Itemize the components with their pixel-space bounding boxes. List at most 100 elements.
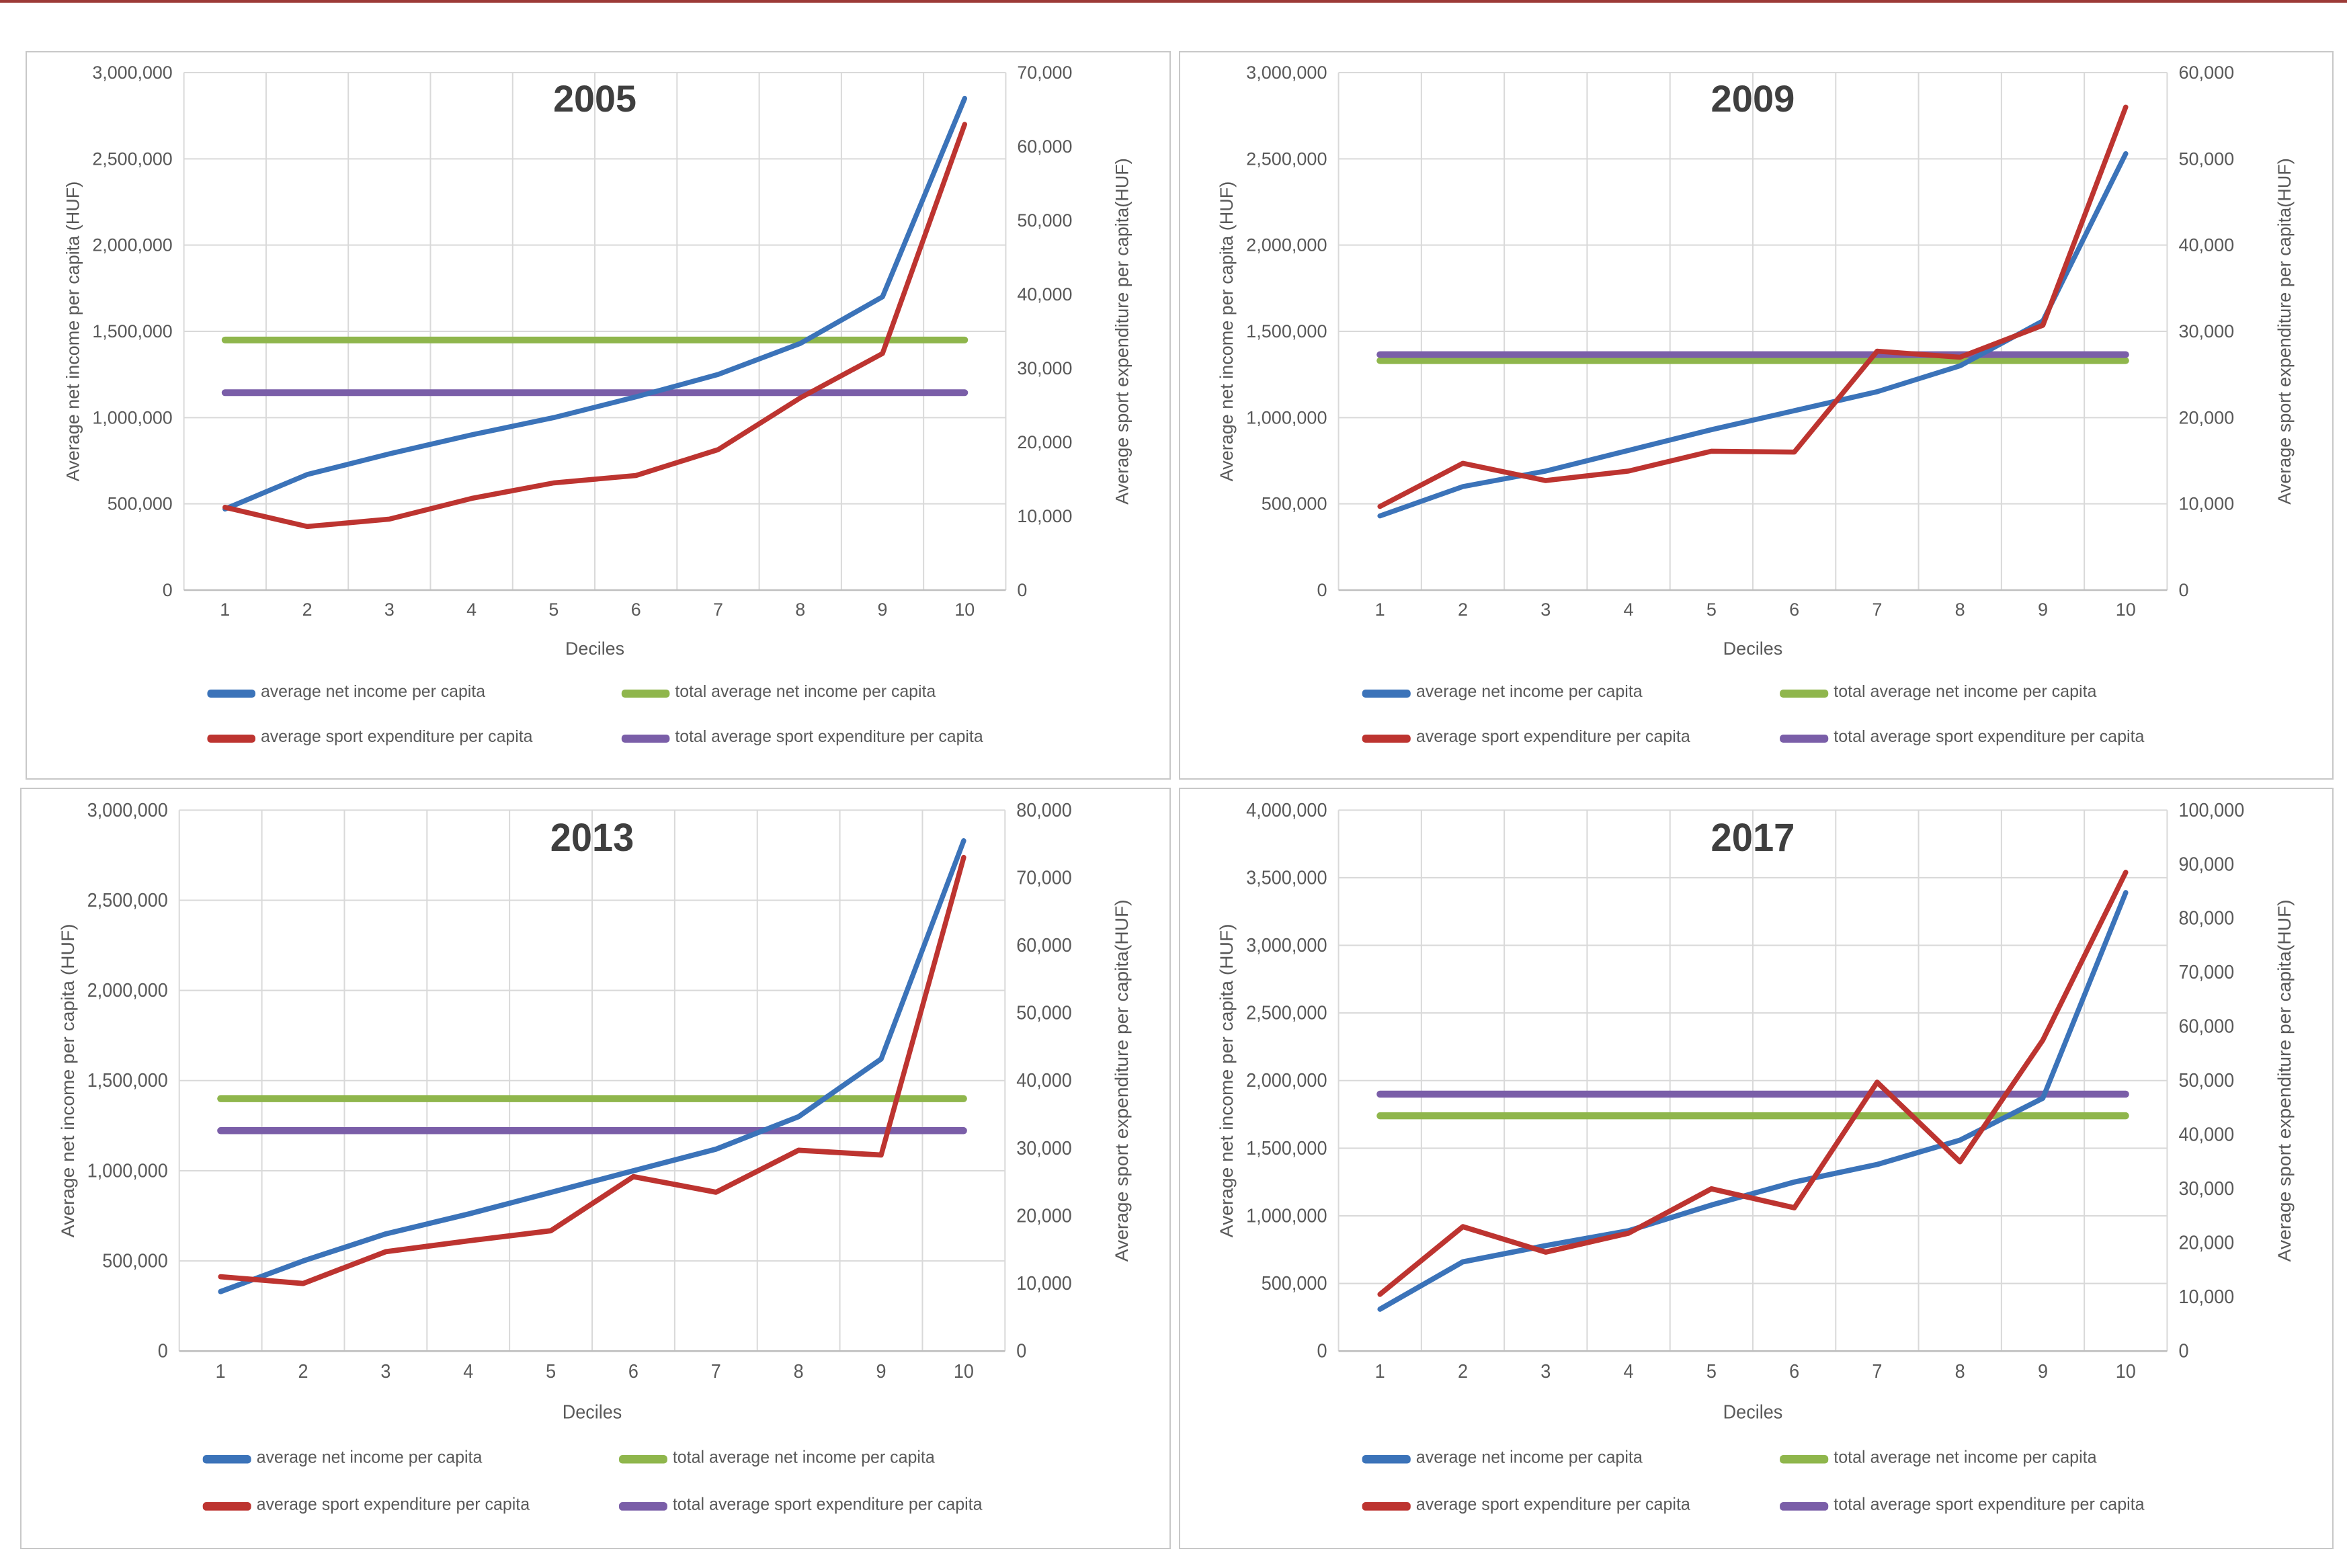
x-tick-label: 5 <box>1706 600 1717 620</box>
chart-panel-2005: 0 500,000 1,000,000 1,500,000 2,000,000 2,500… <box>26 51 1171 780</box>
gridlines <box>1337 809 2168 1352</box>
chart-cell: 0 500,000 1,000,000 1,500,000 2,000,000 2,500… <box>1174 782 2347 1568</box>
right-tick-label: 30,000 <box>2178 1178 2234 1200</box>
legend-label: average sport expenditure per capita <box>1416 727 1690 746</box>
x-tick-label: 10 <box>954 1360 974 1382</box>
right-tick-label: 50,000 <box>1017 210 1072 231</box>
series-line-sport <box>222 122 968 530</box>
right-axis-title: Average sport expenditure per capita(HUF… <box>2274 899 2294 1262</box>
chart-canvas: 0 500,000 1,000,000 1,500,000 2,000,000 2,500… <box>1217 63 2295 746</box>
legend: average net income per capita total avera… <box>1362 682 2145 746</box>
right-tick-label: 100,000 <box>2178 799 2244 821</box>
right-tick-label: 60,000 <box>2178 63 2234 83</box>
right-tick-label: 60,000 <box>1017 136 1072 157</box>
right-tick-label: 40,000 <box>1016 1070 1071 1091</box>
x-tick-label: 3 <box>1540 1361 1551 1383</box>
right-tick-label: 0 <box>2178 580 2188 600</box>
x-tick-label: 1 <box>220 600 230 620</box>
tick-labels: 0 500,000 1,000,000 1,500,000 2,000,000 2,500… <box>92 63 1072 620</box>
legend-swatch-income <box>1362 690 1411 698</box>
legend-swatch-sport <box>207 735 255 743</box>
gridlines <box>1337 72 2168 591</box>
x-tick-label: 2 <box>298 1360 308 1382</box>
left-tick-label: 1,000,000 <box>1246 407 1327 427</box>
left-tick-label: 3,500,000 <box>1246 867 1327 889</box>
tick-labels: 0 500,000 1,000,000 1,500,000 2,000,000 2,500… <box>1246 799 2244 1382</box>
right-tick-label: 40,000 <box>1017 284 1072 304</box>
x-axis-title: Deciles <box>1723 1401 1783 1423</box>
x-tick-label: 8 <box>1955 1361 1965 1383</box>
x-tick-label: 4 <box>463 1360 473 1382</box>
legend-label: average sport expenditure per capita <box>257 1495 530 1514</box>
x-tick-label: 1 <box>216 1360 226 1382</box>
chart-title: 2017 <box>1711 816 1795 860</box>
right-tick-label: 60,000 <box>1016 934 1071 956</box>
left-axis-title: Average net income per capita (HUF) <box>57 923 77 1237</box>
chart-cell: 0 500,000 1,000,000 1,500,000 2,000,000 2,500… <box>0 3 1174 782</box>
chart-panel-2013: 0 500,000 1,000,000 1,500,000 2,000,000 2,500… <box>20 788 1171 1549</box>
gridlines <box>178 809 1006 1352</box>
left-tick-label: 1,000,000 <box>92 407 172 427</box>
right-tick-label: 10,000 <box>1016 1273 1071 1294</box>
right-tick-label: 70,000 <box>2178 962 2234 983</box>
x-tick-label: 7 <box>1872 600 1882 620</box>
tick-labels: 0 500,000 1,000,000 1,500,000 2,000,000 2,500… <box>1246 63 2234 620</box>
x-tick-label: 1 <box>1375 1361 1385 1383</box>
legend: average net income per capita total avera… <box>1362 1448 2145 1514</box>
x-tick-label: 1 <box>1375 600 1385 620</box>
left-axis-title: Average net income per capita (HUF) <box>1217 923 1237 1237</box>
legend-swatch-income <box>202 1455 251 1464</box>
x-tick-label: 3 <box>1540 600 1551 620</box>
right-tick-label: 20,000 <box>2178 407 2234 427</box>
x-tick-label: 9 <box>878 600 888 620</box>
legend-swatch-income <box>1362 1455 1411 1464</box>
x-tick-label: 8 <box>1955 600 1965 620</box>
left-tick-label: 3,000,000 <box>1246 63 1327 83</box>
left-tick-label: 2,500,000 <box>1246 149 1327 169</box>
legend-label: average sport expenditure per capita <box>261 727 533 746</box>
x-tick-label: 7 <box>711 1360 721 1382</box>
left-tick-label: 2,000,000 <box>1246 235 1327 255</box>
series-line-income <box>222 95 968 512</box>
legend-swatch-total_sport <box>621 735 670 743</box>
series-line-sport <box>1377 104 2129 509</box>
right-axis-title: Average sport expenditure per capita(HUF… <box>2274 158 2295 504</box>
chart-panel-2017: 0 500,000 1,000,000 1,500,000 2,000,000 2,500… <box>1179 788 2334 1549</box>
x-tick-label: 6 <box>631 600 641 620</box>
left-tick-label: 0 <box>158 1340 168 1362</box>
legend-swatch-sport <box>202 1502 251 1511</box>
legend-swatch-total_sport <box>1780 1502 1829 1511</box>
legend-label: total average sport expenditure per capi… <box>1834 727 2144 746</box>
right-tick-label: 10,000 <box>2178 1286 2234 1308</box>
x-tick-label: 10 <box>954 600 975 620</box>
x-tick-label: 7 <box>713 600 723 620</box>
left-tick-label: 3,000,000 <box>1246 934 1327 956</box>
x-tick-label: 6 <box>1789 1361 1799 1383</box>
x-tick-label: 5 <box>546 1360 556 1382</box>
right-tick-label: 20,000 <box>1017 432 1072 452</box>
left-tick-label: 1,000,000 <box>1246 1205 1327 1227</box>
chart-canvas: 0 500,000 1,000,000 1,500,000 2,000,000 2,500… <box>63 63 1133 746</box>
legend-label: average net income per capita <box>257 1448 483 1467</box>
left-tick-label: 4,000,000 <box>1246 799 1327 821</box>
chart-cell: 0 500,000 1,000,000 1,500,000 2,000,000 2,500… <box>1174 3 2347 782</box>
right-tick-label: 10,000 <box>2178 494 2234 514</box>
left-tick-label: 2,000,000 <box>92 235 172 255</box>
x-tick-label: 4 <box>1624 1361 1634 1383</box>
left-tick-label: 0 <box>163 580 173 600</box>
legend-swatch-total_sport <box>618 1502 667 1511</box>
series-line-sport <box>1377 870 2129 1297</box>
x-tick-label: 2 <box>302 600 313 620</box>
legend-swatch-total_income <box>1780 690 1829 698</box>
x-tick-label: 8 <box>795 600 805 620</box>
chart-title: 2005 <box>553 77 636 120</box>
legend-swatch-income <box>207 690 255 698</box>
left-tick-label: 2,000,000 <box>1246 1070 1327 1091</box>
right-tick-label: 40,000 <box>2178 235 2234 255</box>
series-line-sport <box>218 854 966 1286</box>
x-tick-label: 4 <box>466 600 477 620</box>
right-tick-label: 50,000 <box>1016 1002 1071 1024</box>
right-axis-title: Average sport expenditure per capita(HUF… <box>1112 158 1132 504</box>
chart-cell: 0 500,000 1,000,000 1,500,000 2,000,000 2,500… <box>0 782 1174 1568</box>
